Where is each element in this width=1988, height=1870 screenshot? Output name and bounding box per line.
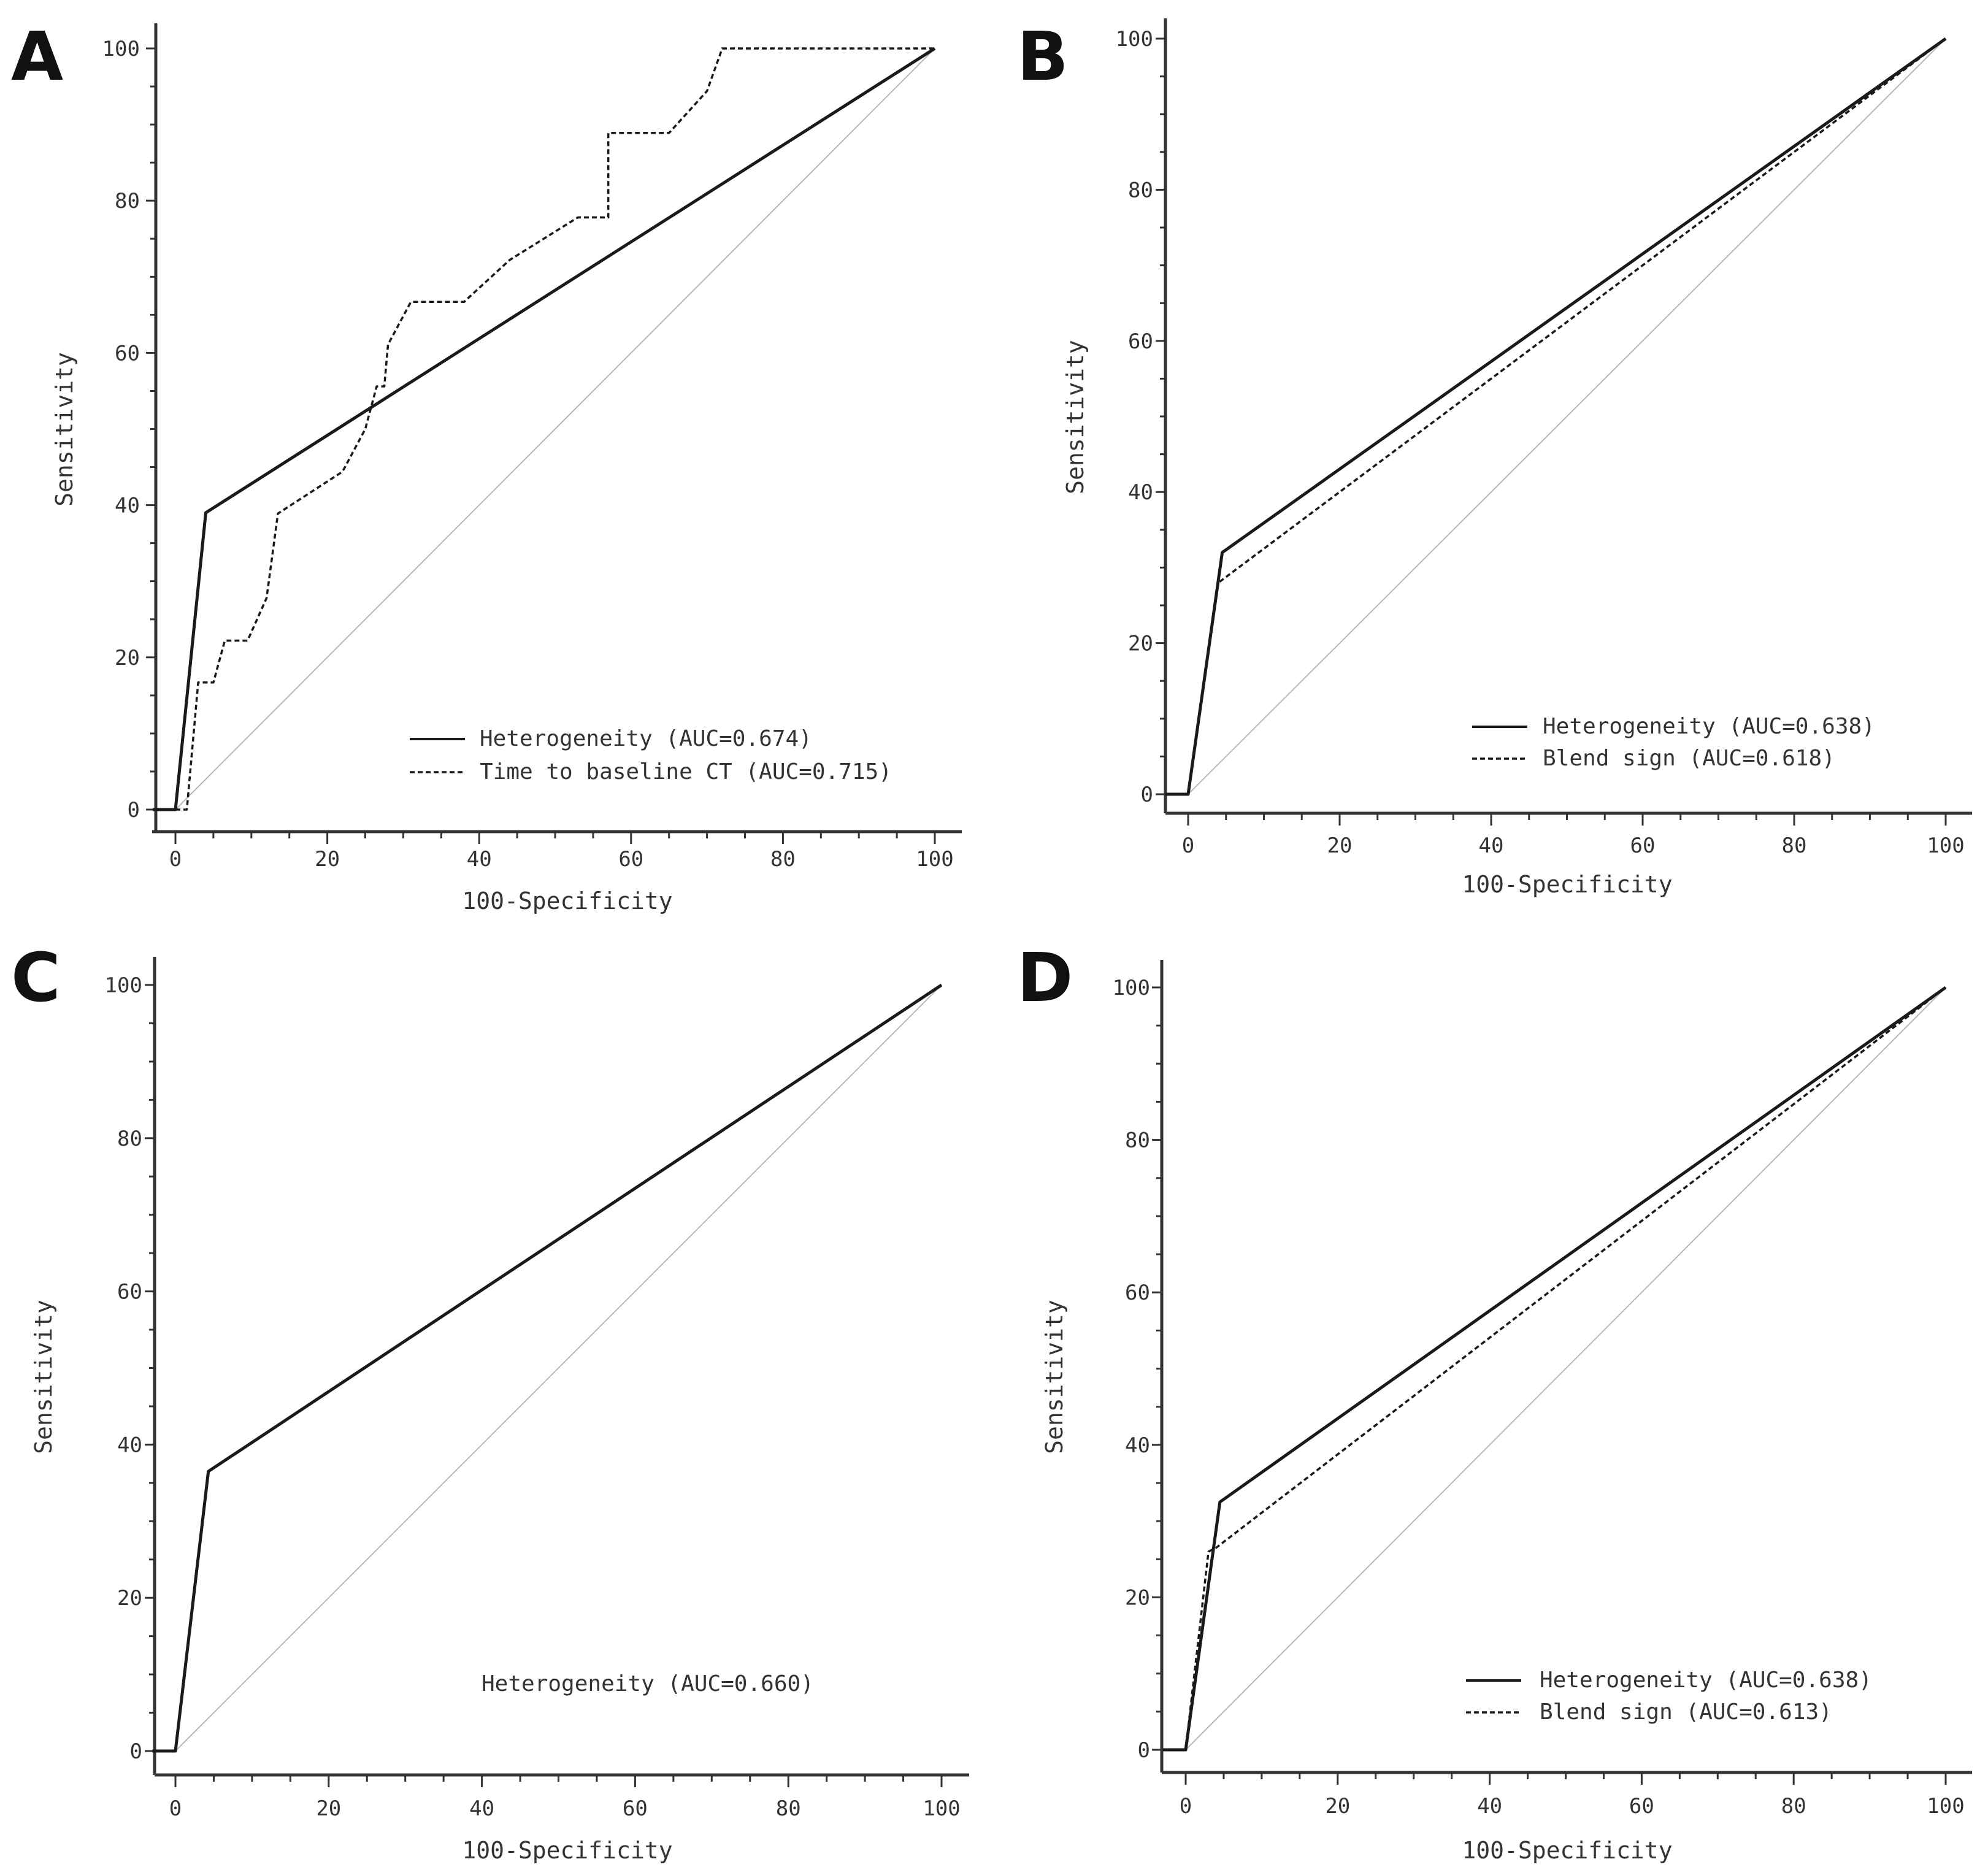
x-tick-label: 0 [169, 847, 182, 872]
reference-diagonal-line [175, 48, 935, 810]
x-tick-label: 80 [1781, 1794, 1806, 1818]
x-tick-label: 80 [776, 1796, 801, 1821]
x-tick-label: 60 [1629, 1794, 1654, 1818]
legend-label: Time to baseline CT (AUC=0.715) [480, 759, 892, 784]
y-tick-label: 20 [117, 1586, 142, 1611]
y-tick-label: 40 [1125, 1433, 1150, 1458]
y-tick-label: 100 [1116, 27, 1153, 52]
y-tick-label: 100 [105, 973, 142, 998]
legend-label: Heterogeneity (AUC=0.638) [1540, 1668, 1872, 1693]
x-tick-label: 0 [1182, 833, 1194, 858]
y-tick-label: 0 [1138, 1738, 1150, 1763]
x-tick-label: 20 [1327, 833, 1353, 858]
panel-a: A 0 20 40 60 80 100 0 20 40 60 80 100 100-Specificity… [11, 17, 962, 914]
y-tick-label: 100 [1113, 976, 1150, 1000]
y-tick-label: 0 [1141, 783, 1153, 807]
legend: Heterogeneity (AUC=0.660) [482, 1671, 814, 1696]
x-tick-label: 60 [623, 1796, 648, 1821]
legend-label: Heterogeneity (AUC=0.674) [480, 726, 812, 751]
x-tick-label: 100 [1927, 1794, 1964, 1818]
y-tick-label: 60 [1125, 1281, 1150, 1305]
x-tick-label: 40 [467, 847, 492, 872]
y-axis-title: Sensitivity [51, 352, 78, 507]
panel-letter: D [1017, 938, 1073, 1017]
legend-label: Heterogeneity (AUC=0.638) [1543, 714, 1875, 739]
roc-curve-dashed [1184, 986, 1947, 1750]
roc-curve-solid [152, 983, 943, 1753]
panel-letter: A [11, 17, 63, 96]
reference-diagonal-line [1185, 987, 1946, 1750]
x-tick-label: 20 [315, 847, 340, 872]
roc-curve-solid [152, 47, 936, 811]
x-tick-label: 60 [1630, 833, 1656, 858]
legend-label: Blend sign (AUC=0.618) [1543, 746, 1835, 771]
x-tick-label: 20 [1325, 1794, 1350, 1818]
y-tick-label: 60 [115, 341, 140, 366]
y-tick-label: 40 [117, 1433, 142, 1457]
panel-c: C 0 20 40 60 80 100 0 20 40 60 80 100 100-Specificity… [11, 938, 969, 1864]
legend: Heterogeneity (AUC=0.638) Blend sign (AUC… [1466, 1668, 1872, 1725]
legend: Heterogeneity (AUC=0.638) Blend sign (AUC… [1472, 714, 1875, 771]
y-axis-title: Sensitivity [1041, 1300, 1068, 1454]
panel-b: B 0 20 40 60 80 100 0 20 40 60 80 100 100-Specificity… [1017, 17, 1972, 898]
y-tick-label: 80 [115, 189, 140, 213]
y-tick-label: 80 [117, 1127, 142, 1151]
y-tick-label: 20 [115, 646, 140, 670]
x-tick-label: 40 [469, 1796, 494, 1821]
legend-label: Heterogeneity (AUC=0.660) [482, 1671, 814, 1696]
panel-d: D 0 20 40 60 80 100 0 20 40 60 80 100 100-Specificity… [1017, 938, 1972, 1864]
y-tick-label: 100 [102, 37, 140, 61]
y-tick-label: 0 [130, 1739, 142, 1764]
roc-curve-solid [1165, 37, 1947, 796]
reference-diagonal-line [1188, 38, 1946, 795]
y-axis-title: Sensitivity [30, 1300, 57, 1454]
x-axis-title: 100-Specificity [1462, 871, 1672, 898]
y-tick-label: 20 [1128, 632, 1153, 656]
x-tick-label: 100 [923, 1796, 960, 1821]
y-tick-label: 0 [128, 798, 140, 822]
x-tick-label: 40 [1477, 1794, 1502, 1818]
x-tick-label: 80 [1782, 833, 1807, 858]
y-tick-label: 20 [1125, 1585, 1150, 1610]
x-axis-title: 100-Specificity [462, 1837, 672, 1864]
x-tick-label: 80 [770, 847, 796, 872]
legend: Heterogeneity (AUC=0.674) Time to baselin… [410, 726, 892, 784]
x-tick-label: 60 [618, 847, 643, 872]
panel-letter: C [11, 938, 61, 1017]
y-tick-label: 40 [1128, 480, 1153, 505]
roc-curve-dashed [175, 47, 935, 811]
panel-letter: B [1017, 17, 1069, 96]
x-tick-label: 40 [1479, 833, 1504, 858]
x-axis-title: 100-Specificity [462, 887, 672, 914]
x-tick-label: 100 [916, 847, 953, 872]
y-axis-title: Sensitivity [1062, 340, 1089, 494]
x-tick-label: 20 [316, 1796, 341, 1821]
x-tick-label: 0 [169, 1796, 182, 1821]
reference-diagonal-line [175, 984, 942, 1752]
legend-label: Blend sign (AUC=0.613) [1540, 1699, 1832, 1725]
y-tick-label: 60 [1128, 329, 1153, 354]
x-tick-label: 100 [1927, 833, 1964, 858]
x-axis-title: 100-Specificity [1462, 1837, 1672, 1864]
y-tick-label: 80 [1128, 178, 1153, 202]
y-tick-label: 40 [115, 494, 140, 518]
y-tick-label: 60 [117, 1280, 142, 1305]
y-tick-label: 80 [1125, 1129, 1150, 1153]
roc-curve-solid [1162, 986, 1947, 1752]
x-tick-label: 0 [1180, 1794, 1192, 1818]
